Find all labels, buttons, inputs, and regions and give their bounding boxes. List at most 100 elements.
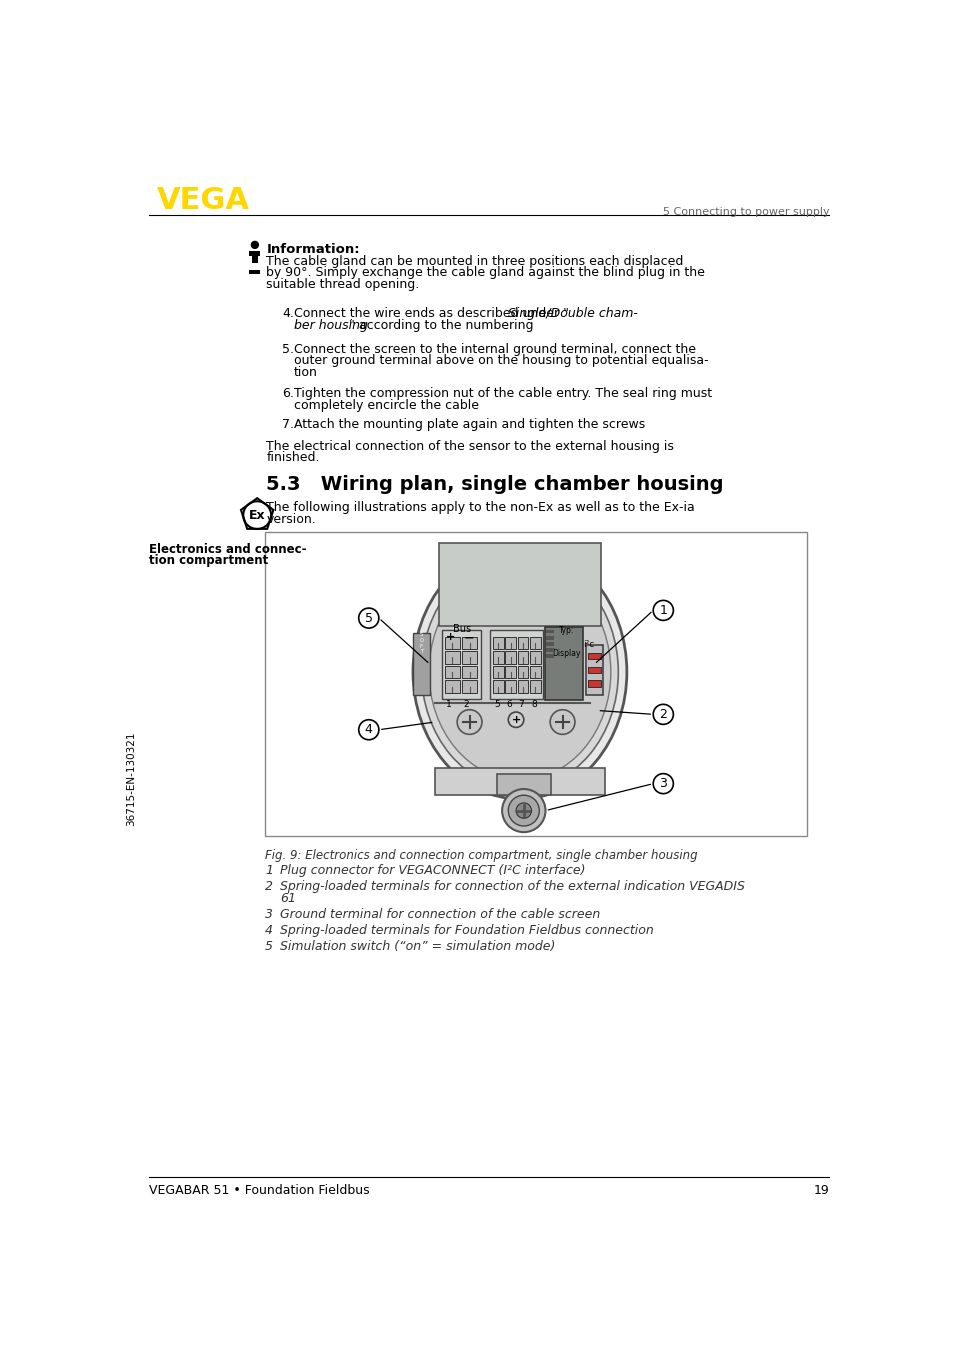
FancyBboxPatch shape — [438, 543, 600, 626]
Circle shape — [653, 600, 673, 620]
Text: Spring-loaded terminals for Foundation Fieldbus connection: Spring-loaded terminals for Foundation F… — [280, 923, 654, 937]
Text: 3: 3 — [659, 777, 666, 791]
Text: 36715-EN-130321: 36715-EN-130321 — [127, 731, 136, 826]
Text: Ground terminal for connection of the cable screen: Ground terminal for connection of the ca… — [280, 907, 600, 921]
Circle shape — [252, 241, 258, 248]
Text: 2: 2 — [462, 700, 468, 709]
Text: Tighten the compression nut of the cable entry. The seal ring must: Tighten the compression nut of the cable… — [294, 387, 711, 401]
Text: 5.3   Wiring plan, single chamber housing: 5.3 Wiring plan, single chamber housing — [266, 475, 723, 494]
Text: tion compartment: tion compartment — [149, 554, 268, 566]
FancyBboxPatch shape — [587, 653, 599, 659]
Circle shape — [508, 712, 523, 727]
Text: 2: 2 — [659, 708, 666, 720]
FancyBboxPatch shape — [546, 649, 554, 653]
Text: 5.: 5. — [282, 343, 294, 356]
Text: 6.: 6. — [282, 387, 294, 401]
Text: The following illustrations apply to the non-Ex as well as to the Ex-ia: The following illustrations apply to the… — [266, 501, 695, 515]
Text: by 90°. Simply exchange the cable gland against the blind plug in the: by 90°. Simply exchange the cable gland … — [266, 267, 704, 279]
Text: ber housing: ber housing — [294, 318, 367, 332]
Circle shape — [456, 709, 481, 734]
Text: finished.: finished. — [266, 451, 319, 464]
FancyBboxPatch shape — [461, 681, 476, 693]
FancyBboxPatch shape — [444, 681, 459, 693]
FancyBboxPatch shape — [517, 666, 528, 678]
Text: Typ:: Typ: — [558, 626, 574, 635]
Text: Electronics and connec-: Electronics and connec- — [149, 543, 306, 556]
Text: 5: 5 — [494, 700, 499, 709]
Ellipse shape — [413, 544, 626, 799]
Text: 1: 1 — [659, 604, 666, 617]
FancyBboxPatch shape — [265, 532, 806, 837]
Text: " according to the numbering: " according to the numbering — [349, 318, 534, 332]
FancyBboxPatch shape — [530, 636, 540, 649]
Text: 7: 7 — [518, 700, 524, 709]
FancyBboxPatch shape — [505, 636, 516, 649]
FancyBboxPatch shape — [505, 681, 516, 693]
FancyBboxPatch shape — [546, 630, 554, 634]
Text: suitable thread opening.: suitable thread opening. — [266, 278, 419, 291]
FancyBboxPatch shape — [546, 642, 554, 646]
Text: completely encircle the cable: completely encircle the cable — [294, 399, 478, 412]
FancyBboxPatch shape — [444, 651, 459, 663]
Text: Simulation switch (“on” = simulation mode): Simulation switch (“on” = simulation mod… — [280, 940, 556, 953]
Text: Attach the mounting plate again and tighten the screws: Attach the mounting plate again and tigh… — [294, 418, 644, 431]
FancyBboxPatch shape — [413, 634, 430, 695]
FancyBboxPatch shape — [587, 681, 599, 686]
Text: Bus: Bus — [453, 624, 471, 634]
Text: 5 Connecting to power supply: 5 Connecting to power supply — [661, 207, 828, 217]
Circle shape — [653, 704, 673, 724]
FancyBboxPatch shape — [442, 630, 480, 699]
FancyBboxPatch shape — [461, 651, 476, 663]
Text: 61: 61 — [280, 892, 296, 904]
Text: tion: tion — [294, 366, 317, 379]
Text: Single/Double cham-: Single/Double cham- — [507, 307, 637, 321]
Text: 4: 4 — [364, 723, 373, 737]
Text: 3: 3 — [265, 907, 273, 921]
FancyBboxPatch shape — [517, 681, 528, 693]
Text: Spring-loaded terminals for connection of the external indication VEGADIS: Spring-loaded terminals for connection o… — [280, 880, 744, 894]
Text: Fig. 9: Electronics and connection compartment, single chamber housing: Fig. 9: Electronics and connection compa… — [265, 849, 697, 861]
FancyBboxPatch shape — [444, 666, 459, 678]
FancyBboxPatch shape — [493, 681, 503, 693]
Text: S
O
F
T: S O F T — [419, 632, 423, 654]
Text: 6: 6 — [506, 700, 512, 709]
Text: version.: version. — [266, 513, 315, 525]
FancyBboxPatch shape — [497, 773, 550, 795]
FancyBboxPatch shape — [493, 651, 503, 663]
Text: 4: 4 — [265, 923, 273, 937]
Text: VEGABAR 51 • Foundation Fieldbus: VEGABAR 51 • Foundation Fieldbus — [149, 1183, 369, 1197]
FancyBboxPatch shape — [461, 666, 476, 678]
FancyBboxPatch shape — [249, 269, 260, 274]
FancyBboxPatch shape — [444, 636, 459, 649]
Text: 2: 2 — [265, 880, 273, 894]
FancyBboxPatch shape — [490, 630, 542, 699]
Circle shape — [516, 803, 531, 818]
Text: outer ground terminal above on the housing to potential equalisa-: outer ground terminal above on the housi… — [294, 355, 707, 367]
Text: VEGA: VEGA — [156, 185, 249, 214]
FancyBboxPatch shape — [544, 627, 583, 700]
Text: −: − — [463, 632, 474, 645]
FancyBboxPatch shape — [505, 666, 516, 678]
Circle shape — [501, 789, 545, 833]
FancyBboxPatch shape — [493, 636, 503, 649]
Text: 5: 5 — [265, 940, 273, 953]
FancyBboxPatch shape — [435, 768, 604, 795]
Text: 5: 5 — [364, 612, 373, 624]
Text: Ex: Ex — [249, 509, 265, 521]
Text: The electrical connection of the sensor to the external housing is: The electrical connection of the sensor … — [266, 440, 674, 452]
Text: 1: 1 — [265, 864, 273, 877]
FancyBboxPatch shape — [530, 681, 540, 693]
Text: 7.: 7. — [282, 418, 294, 431]
Ellipse shape — [421, 555, 618, 789]
Circle shape — [358, 720, 378, 739]
FancyBboxPatch shape — [517, 651, 528, 663]
Text: 19: 19 — [813, 1183, 828, 1197]
FancyBboxPatch shape — [493, 666, 503, 678]
Text: 8: 8 — [531, 700, 537, 709]
Text: The cable gland can be mounted in three positions each displaced: The cable gland can be mounted in three … — [266, 255, 683, 268]
FancyBboxPatch shape — [249, 250, 260, 256]
Circle shape — [653, 773, 673, 793]
Ellipse shape — [429, 565, 610, 780]
Circle shape — [550, 709, 575, 734]
Text: 4.: 4. — [282, 307, 294, 321]
